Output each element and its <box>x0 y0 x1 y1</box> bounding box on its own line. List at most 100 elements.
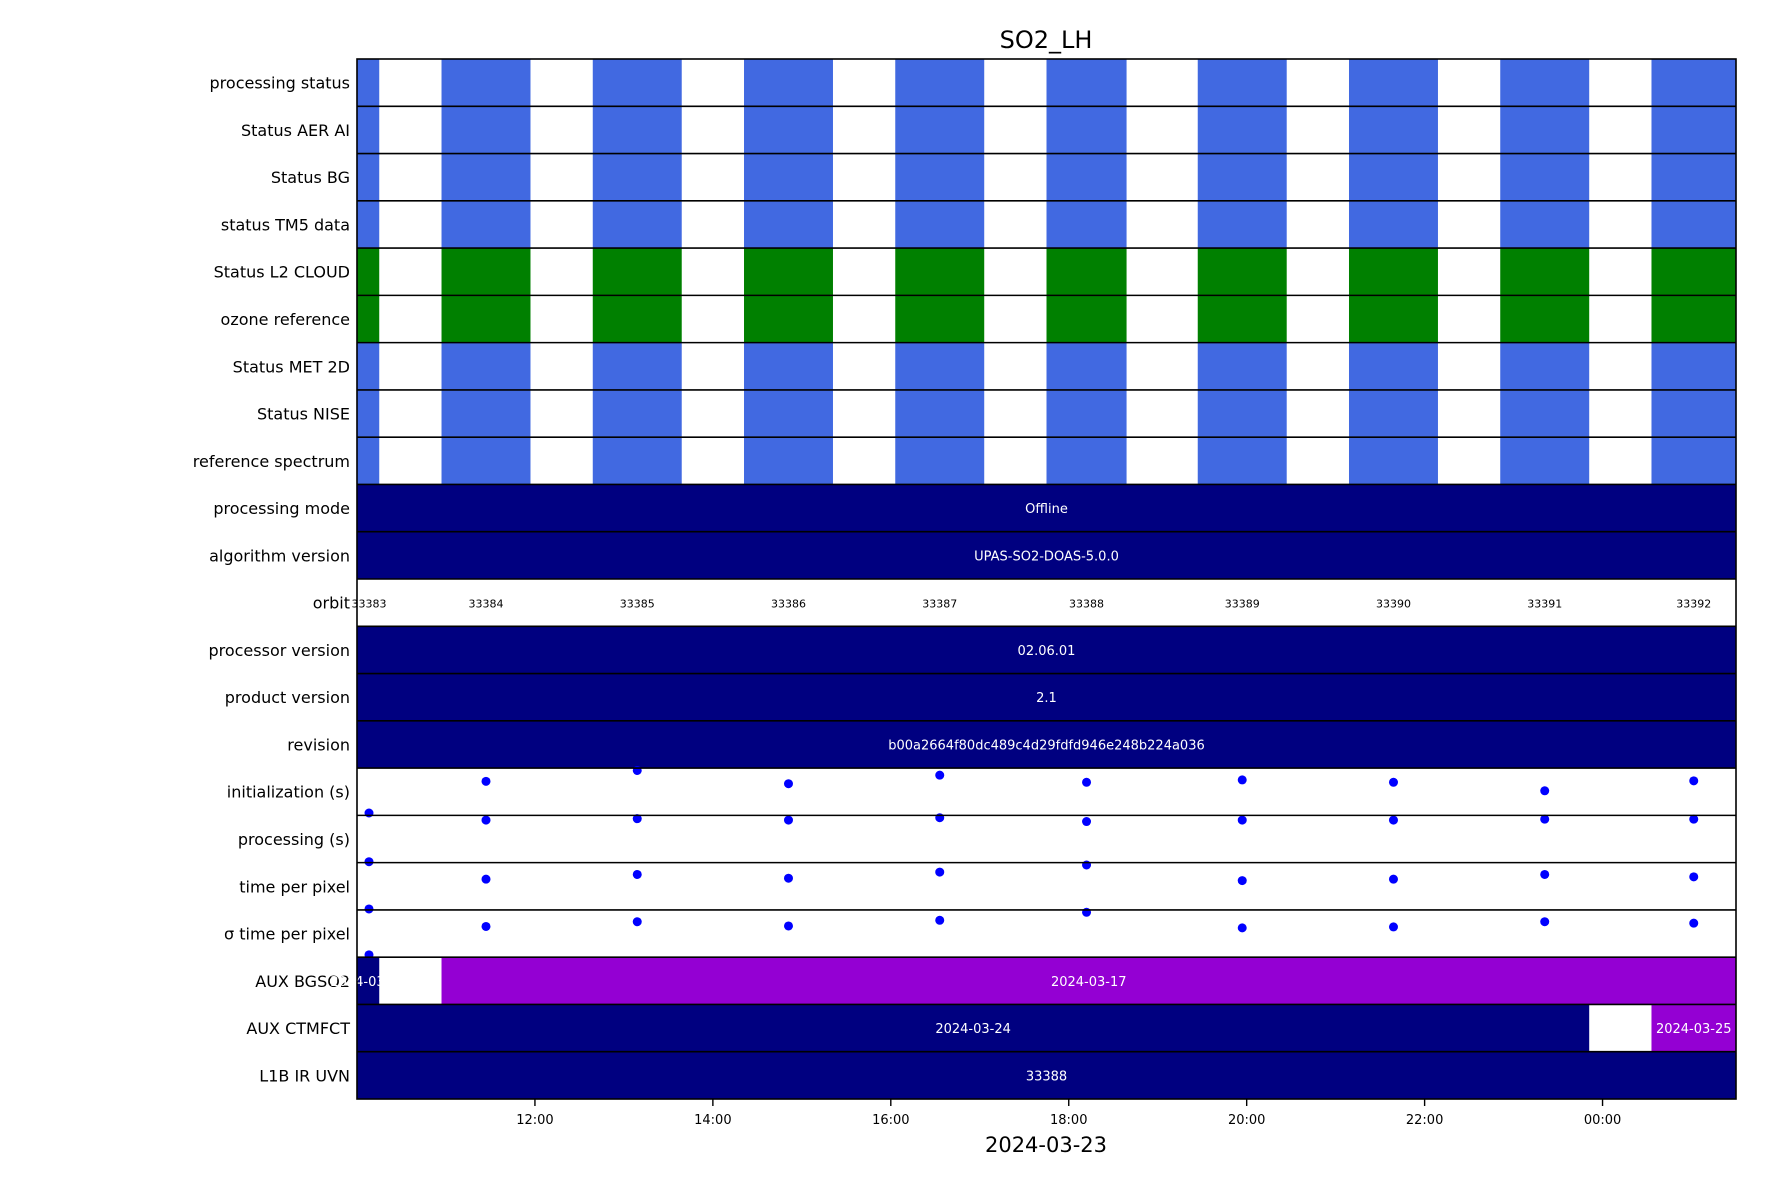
status-bar <box>1348 437 1438 485</box>
row-label: Status NISE <box>257 405 350 424</box>
data-point <box>1388 874 1398 884</box>
status-bar <box>1651 295 1736 343</box>
status-bar <box>357 248 380 296</box>
status-bar <box>357 342 380 390</box>
status-bar <box>1348 106 1438 154</box>
data-point <box>1540 917 1550 927</box>
status-bar <box>1197 248 1287 296</box>
row-16: processing (s) <box>238 813 1699 867</box>
status-bar <box>1046 153 1127 201</box>
band-label: 2024-03-17 <box>1051 975 1127 990</box>
status-bar <box>357 437 380 485</box>
band-segment <box>441 957 1737 1005</box>
row-18: σ time per pixel <box>224 907 1699 960</box>
row-11: orbit 33383 33384 33385 33386 33387 33388 33389… <box>313 594 1711 613</box>
status-bar <box>1500 437 1590 485</box>
row-1: Status AER AI <box>241 106 1736 154</box>
status-bar <box>744 59 833 107</box>
row-4: Status L2 CLOUD <box>214 248 1736 296</box>
status-bar <box>744 106 833 154</box>
status-bar <box>895 59 985 107</box>
status-bar <box>1197 59 1287 107</box>
data-point <box>481 815 491 825</box>
status-bar <box>1500 200 1590 249</box>
status-bar <box>895 106 985 154</box>
plot-frame <box>356 58 1737 1100</box>
status-bar <box>1651 342 1736 390</box>
status-bar <box>1197 389 1287 438</box>
row-label: time per pixel <box>239 877 350 896</box>
status-bar <box>744 200 833 249</box>
row-label: Status AER AI <box>241 121 350 140</box>
status-bar <box>1651 106 1736 154</box>
status-bar <box>744 248 833 296</box>
status-bar <box>744 295 833 343</box>
orbit-number: 33384 <box>469 598 504 611</box>
x-tick-label: 18:00 <box>1050 1113 1087 1128</box>
status-bar <box>1500 248 1590 296</box>
status-bar <box>1046 59 1127 107</box>
status-bar <box>441 248 531 296</box>
row-8: reference spectrum <box>193 437 1736 485</box>
data-point <box>1689 776 1699 786</box>
status-bar <box>1348 389 1438 438</box>
data-point <box>1237 815 1247 825</box>
band-segment <box>1651 1004 1736 1052</box>
data-point <box>481 776 491 786</box>
orbit-number: 33387 <box>922 598 957 611</box>
status-bar <box>895 295 985 343</box>
status-bar <box>441 295 531 343</box>
data-point <box>1689 918 1699 928</box>
data-point <box>935 867 945 877</box>
band-segment <box>357 957 380 1005</box>
row-label: processing status <box>210 74 350 93</box>
status-bar <box>744 389 833 438</box>
status-bar <box>1500 295 1590 343</box>
data-point <box>481 921 491 931</box>
status-bar <box>895 153 985 201</box>
x-tick-label: 00:00 <box>1584 1113 1621 1128</box>
status-bar <box>1046 248 1127 296</box>
data-point <box>481 874 491 884</box>
status-bar <box>1197 295 1287 343</box>
band-label: 2.1 <box>1036 691 1057 706</box>
data-point <box>935 915 945 925</box>
band-segment <box>357 720 1736 769</box>
row-21: L1B IR UVN 33388 <box>259 1051 1736 1099</box>
row-label: orbit <box>313 594 350 613</box>
row-label: algorithm version <box>209 546 350 565</box>
status-bar <box>357 295 380 343</box>
row-3: status TM5 data <box>221 200 1736 249</box>
status-bar <box>592 295 682 343</box>
band-segment <box>357 484 1736 532</box>
data-point <box>1237 775 1247 785</box>
row-label: product version <box>225 688 350 707</box>
row-12: processor version 02.06.01 <box>208 626 1736 674</box>
status-bar <box>357 59 380 107</box>
data-point <box>1237 876 1247 886</box>
row-13: product version 2.1 <box>225 673 1736 721</box>
orbit-number: 33389 <box>1225 598 1260 611</box>
status-bar <box>441 437 531 485</box>
row-label: Status BG <box>271 168 350 187</box>
row-0: processing status <box>210 59 1736 107</box>
data-point <box>1388 777 1398 787</box>
band-label: 33388 <box>1026 1069 1067 1084</box>
x-tick-label: 16:00 <box>872 1113 909 1128</box>
status-bar <box>1500 59 1590 107</box>
x-axis: 12:00 14:00 16:00 18:00 20:00 22:00 00:00 <box>516 1099 1621 1128</box>
status-bar <box>1500 389 1590 438</box>
band-label: UPAS-SO2-DOAS-5.0.0 <box>974 549 1119 564</box>
row-10: algorithm version UPAS-SO2-DOAS-5.0.0 <box>209 531 1736 579</box>
data-point <box>1540 814 1550 824</box>
status-bar <box>592 437 682 485</box>
row-2: Status BG <box>271 153 1736 201</box>
status-bar <box>1046 200 1127 249</box>
row-15: initialization (s) <box>227 765 1699 818</box>
chart-title: SO2_LH <box>1000 26 1093 54</box>
data-point <box>783 921 793 931</box>
row-5: ozone reference <box>221 295 1736 343</box>
x-tick-label: 12:00 <box>516 1113 553 1128</box>
data-point <box>1237 923 1247 933</box>
